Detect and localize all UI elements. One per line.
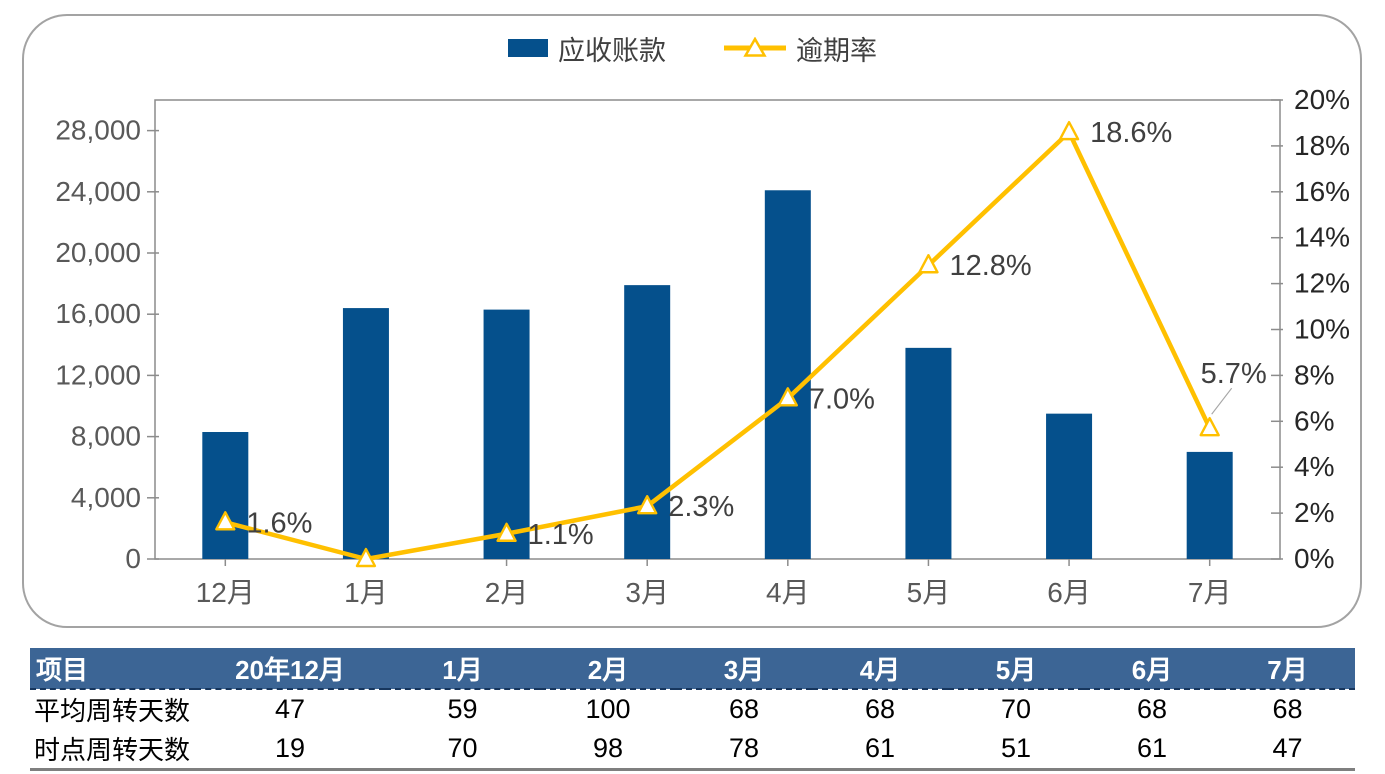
line-marker (215, 511, 236, 531)
data-label-leader-line (1211, 387, 1233, 415)
x-axis-label: 2月 (485, 577, 529, 608)
bar-2月 (483, 309, 530, 559)
combo-chart: 0 4,000 8,000 12,000 16,000 20,000 24,000 28,00… (55, 84, 1350, 608)
table-header-row: 项目 20年12月 1月 2月 3月 4月 5月 6月 7月 (30, 648, 1355, 689)
table-cell: 68 (1272, 694, 1303, 724)
legend-item-line: 逾期率 (724, 29, 877, 68)
table-header-cell: 20年12月 (195, 648, 385, 689)
right-axis-label: 20% (1294, 84, 1350, 115)
table-cell: 51 (1000, 733, 1032, 763)
bar-series-swatch-icon (508, 39, 548, 57)
table-cell: 19 (274, 733, 306, 763)
overdue-rate-line (224, 129, 1212, 562)
x-axis-label: 12月 (196, 577, 255, 608)
legend-item-bar: 应收账款 (508, 29, 666, 68)
bar-12月 (202, 432, 249, 559)
table-header-cell: 1月 (385, 648, 540, 689)
left-axis-label: 8,000 (71, 421, 141, 452)
left-axis-label: 24,000 (55, 176, 141, 207)
data-label: 1.6% (246, 507, 312, 539)
bar-3月 (624, 285, 671, 559)
bar-7月 (1186, 451, 1233, 559)
line-marker (496, 522, 517, 542)
left-axis-label: 28,000 (55, 115, 141, 146)
table-header-cell: 7月 (1220, 648, 1355, 689)
table-cell: 平均周转天数 (34, 696, 191, 726)
table-header-cell: 项目 (30, 648, 195, 689)
table-header-cell: 4月 (812, 648, 948, 689)
line-marker (918, 254, 939, 274)
right-axis-label: 4% (1294, 451, 1334, 482)
table-cell: 61 (864, 733, 896, 763)
table-header-cell: 3月 (676, 648, 812, 689)
table-cell: 68 (728, 694, 760, 724)
table-cell: 47 (274, 694, 306, 724)
right-axis-label: 2% (1294, 497, 1334, 528)
right-axis-label: 0% (1294, 543, 1334, 574)
right-axis-label: 10% (1294, 314, 1350, 345)
bar-4月 (764, 190, 811, 559)
right-axis-label: 16% (1294, 176, 1350, 207)
x-axis-label: 4月 (766, 577, 810, 608)
x-axis-label: 6月 (1047, 577, 1091, 608)
line-series-marker-icon (724, 37, 786, 57)
data-label: 12.8% (949, 250, 1031, 282)
legend-line-label: 逾期率 (796, 35, 877, 66)
data-label: 1.1% (528, 519, 594, 551)
table-header-cell: 6月 (1084, 648, 1220, 689)
table-cell: 68 (864, 694, 896, 724)
table-cell: 100 (585, 694, 631, 724)
table-header-cell: 2月 (540, 648, 676, 689)
table-header-cell: 5月 (948, 648, 1084, 689)
line-marker (1199, 416, 1220, 437)
left-axis-label: 0 (125, 543, 141, 574)
bar-1月 (342, 308, 389, 559)
data-label: 18.6% (1090, 117, 1172, 149)
table-row: 平均周转天数 47 59 100 68 68 70 68 68 (30, 689, 1355, 729)
x-axis-label: 1月 (344, 577, 388, 608)
chart-legend: 应收账款 逾期率 (0, 30, 1385, 66)
bar-6月 (1046, 413, 1093, 559)
right-axis-label: 12% (1294, 268, 1350, 299)
x-axis-label: 5月 (907, 577, 951, 608)
right-axis-label: 6% (1294, 405, 1334, 436)
line-marker (1058, 120, 1080, 141)
x-axis-label: 3月 (625, 577, 669, 608)
data-label: 7.0% (809, 383, 875, 415)
right-axis-label: 18% (1294, 130, 1350, 161)
table-cell: 时点周转天数 (34, 735, 191, 765)
left-axis-label: 16,000 (55, 298, 141, 329)
plot-frame (154, 99, 1281, 560)
line-marker (777, 387, 799, 407)
right-axis-label: 8% (1294, 359, 1334, 390)
left-axis-label: 4,000 (71, 482, 141, 513)
table-cell: 61 (1136, 733, 1168, 763)
legend-bar-label: 应收账款 (558, 35, 666, 66)
table-row: 时点周转天数 19 70 98 78 61 51 61 47 (30, 729, 1355, 770)
table-cell: 59 (447, 694, 478, 724)
table-cell: 68 (1136, 694, 1168, 724)
left-axis-label: 12,000 (55, 359, 141, 390)
line-marker (636, 495, 658, 515)
x-axis-label: 7月 (1188, 577, 1232, 608)
turnover-days-table: 项目 20年12月 1月 2月 3月 4月 5月 6月 7月 平均周转天数 47 59 100 68 68… (30, 648, 1355, 771)
bar-5月 (905, 347, 952, 559)
right-axis-label: 14% (1294, 222, 1350, 253)
table-cell: 70 (1000, 694, 1032, 724)
line-marker (355, 547, 377, 568)
data-label: 2.3% (668, 491, 734, 523)
left-axis-label: 20,000 (55, 237, 141, 268)
data-label: 5.7% (1201, 358, 1267, 390)
table-cell: 47 (1272, 733, 1303, 763)
table-cell: 70 (447, 733, 478, 763)
table-cell: 98 (592, 733, 624, 763)
table-cell: 78 (728, 733, 760, 763)
